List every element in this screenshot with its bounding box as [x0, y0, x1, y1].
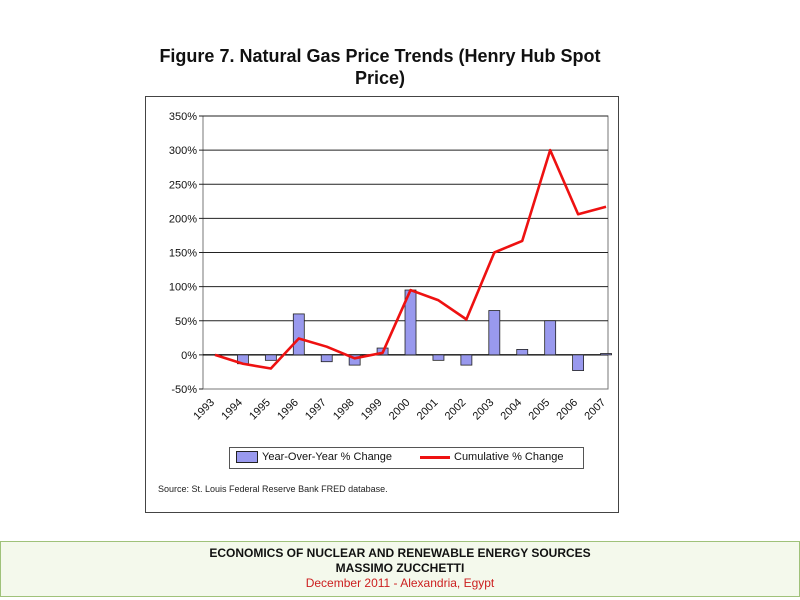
footer-course-title: ECONOMICS OF NUCLEAR AND RENEWABLE ENERG…: [209, 546, 591, 560]
x-tick-label: 1998: [331, 397, 357, 423]
bar-yoy: [432, 354, 445, 361]
legend-label-cumulative: Cumulative % Change: [454, 451, 564, 463]
x-tick-label: 2002: [443, 397, 469, 423]
y-tick-label: 250%: [169, 179, 197, 191]
x-tick-label: 2003: [471, 397, 497, 423]
legend-line-swatch: [420, 455, 450, 459]
footer-date-location: December 2011 - Alexandria, Egypt: [305, 576, 495, 590]
x-tick-label: 1993: [191, 397, 217, 423]
x-tick-label: 2007: [582, 397, 608, 423]
chart-legend: Year-Over-Year % Change Cumulative % Cha…: [229, 447, 584, 469]
y-tick-label: 50%: [175, 316, 197, 328]
x-tick-label: 1996: [275, 397, 301, 423]
x-tick-label: 2000: [387, 397, 413, 423]
x-tick-label: 1999: [359, 397, 385, 423]
y-tick-label: 0%: [181, 350, 197, 362]
chart-source: Source: St. Louis Federal Reserve Bank F…: [158, 484, 388, 494]
chart-title: Figure 7. Natural Gas Price Trends (Henr…: [159, 46, 601, 88]
x-tick-label: 2004: [499, 397, 525, 423]
legend-item-yoy: Year-Over-Year % Change: [236, 451, 392, 463]
y-tick-label: -50%: [171, 384, 197, 396]
y-tick-label: 350%: [169, 111, 197, 123]
legend-label-yoy: Year-Over-Year % Change: [262, 451, 393, 463]
line-cumulative: [214, 148, 607, 370]
x-tick-label: 1995: [247, 397, 273, 423]
y-tick-label: 200%: [169, 213, 197, 225]
x-tick-label: 1994: [219, 397, 245, 423]
chart-frame: -50% 0% 50% 100% 150% 200% 250% 300% 350% 1993 199…: [145, 96, 619, 513]
slide-footer: ECONOMICS OF NUCLEAR AND RENEWABLE ENERG…: [0, 541, 800, 597]
legend-bar-swatch: [236, 451, 258, 463]
bar-yoy: [572, 354, 585, 371]
bar-yoy: [348, 354, 361, 366]
bar-yoy: [264, 354, 277, 361]
bar-yoy: [544, 320, 557, 356]
y-tick-label: 300%: [169, 145, 197, 157]
x-tick-label: 2005: [526, 397, 552, 423]
chart-plot: -50%0%50%100%150%200%250%300%350%1993 199…: [169, 111, 612, 423]
bar-yoy: [460, 354, 473, 366]
x-tick-label: 2006: [554, 397, 580, 423]
x-tick-label: 2001: [415, 397, 441, 423]
y-tick-label: 150%: [169, 248, 197, 260]
bar-yoy: [516, 349, 529, 356]
x-tick-label: 1997: [303, 397, 329, 423]
footer-author: MASSIMO ZUCCHETTI: [335, 561, 465, 575]
legend-item-cumulative: Cumulative % Change: [420, 451, 563, 463]
bar-yoy: [292, 313, 305, 356]
y-tick-label: 100%: [169, 282, 197, 294]
bar-yoy: [488, 310, 501, 356]
bar-yoy: [600, 353, 612, 356]
bar-yoy: [320, 354, 333, 363]
